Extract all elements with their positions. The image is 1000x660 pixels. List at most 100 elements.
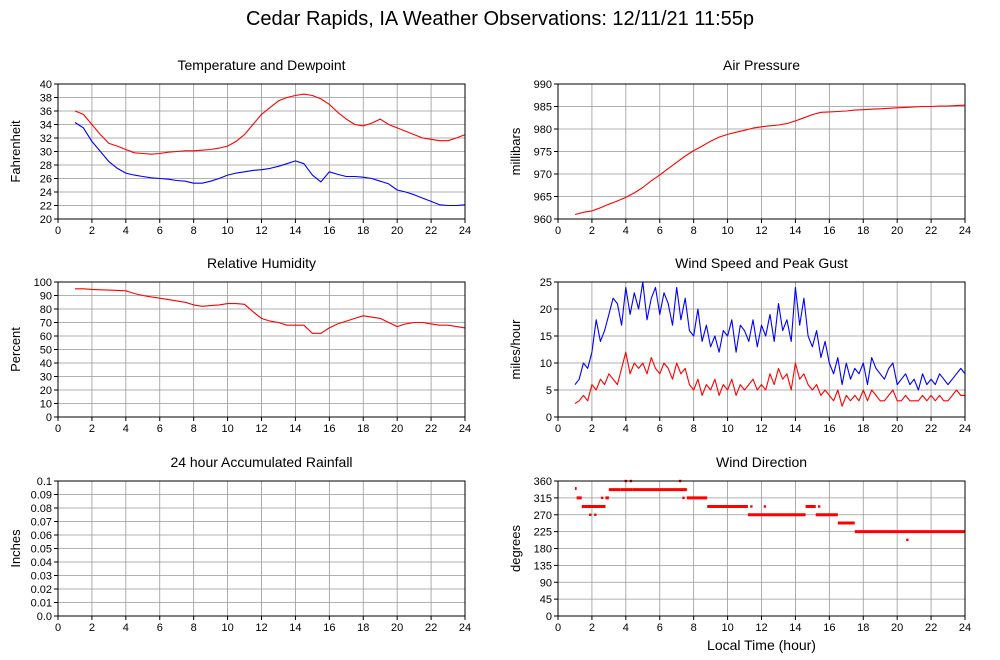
- x-tick-label: 4: [123, 622, 129, 634]
- x-tick-label: 16: [323, 423, 335, 435]
- chart-title: 24 hour Accumulated Rainfall: [170, 454, 352, 470]
- x-tick-label: 20: [391, 622, 403, 634]
- series-line-0: [74, 93, 466, 155]
- x-tick-label: 18: [857, 225, 869, 237]
- y-axis-label: millibars: [508, 127, 523, 175]
- series-line-0: [75, 288, 466, 334]
- y-tick-label: 24: [40, 187, 52, 199]
- y-tick-label: 90: [540, 577, 552, 589]
- x-tick-label: 20: [891, 423, 903, 435]
- x-tick-label: 20: [391, 423, 403, 435]
- y-tick-label: 36: [40, 106, 52, 118]
- direction-point: [682, 496, 685, 500]
- x-tick-label-origin: 0: [55, 622, 61, 634]
- y-axis-label: degrees: [508, 525, 523, 572]
- chart-title: Relative Humidity: [207, 255, 316, 271]
- y-tick-label: 0.06: [31, 530, 52, 542]
- x-tick-label: 4: [123, 225, 129, 237]
- y-tick-label: 360: [534, 476, 552, 488]
- x-tick-label: 22: [925, 423, 937, 435]
- y-tick-label: 80: [40, 304, 52, 316]
- chart-title: Air Pressure: [723, 57, 800, 73]
- x-tick-label: 10: [721, 225, 733, 237]
- y-tick-label: 22: [40, 201, 52, 213]
- x-tick-label: 10: [721, 622, 733, 634]
- y-tick-label: 20: [40, 214, 52, 226]
- x-axis-label: Local Time (hour): [707, 637, 816, 653]
- x-tick-label: 18: [357, 622, 369, 634]
- y-tick-label: 40: [40, 358, 52, 370]
- x-tick-label: 20: [891, 225, 903, 237]
- x-tick-label: 24: [459, 225, 471, 237]
- direction-point: [763, 505, 767, 508]
- x-tick-label: 6: [157, 622, 163, 634]
- y-tick-label: 0: [46, 412, 52, 424]
- x-tick-label: 12: [255, 225, 267, 237]
- x-tick-label: 8: [691, 423, 697, 435]
- x-tick-label: 8: [191, 622, 197, 634]
- direction-point: [906, 538, 909, 542]
- x-tick-label: 12: [755, 423, 767, 435]
- chart-title: Temperature and Dewpoint: [177, 57, 345, 73]
- y-tick-label: 0.09: [31, 490, 52, 502]
- y-tick-label: 45: [540, 594, 552, 606]
- direction-point: [699, 496, 702, 500]
- series-line-1: [74, 122, 466, 207]
- x-tick-label: 24: [959, 622, 971, 634]
- direction-point: [600, 496, 604, 500]
- y-tick-label: 0: [546, 611, 552, 623]
- y-tick-label: 225: [534, 527, 552, 539]
- x-tick-label: 20: [391, 225, 403, 237]
- y-tick-label: 70: [40, 318, 52, 330]
- y-tick-label: 0.0: [37, 611, 52, 623]
- y-tick-label: 40: [40, 79, 52, 91]
- chart-accumulated-rainfall: 0.00.01 0.020.03 0.040.05 0.060.07 0.080.09 0…: [8, 454, 471, 634]
- x-tick-label: 2: [589, 225, 595, 237]
- y-tick-label: 0.01: [31, 598, 52, 610]
- x-tick-label: 22: [925, 622, 937, 634]
- y-tick-label: 10: [40, 399, 52, 411]
- y-tick-label: 34: [40, 120, 52, 132]
- y-tick-label: 0.04: [31, 557, 52, 569]
- direction-point: [644, 488, 648, 491]
- x-tick-label: 4: [623, 225, 629, 237]
- y-tick-label: 965: [534, 192, 552, 204]
- y-axis-label: Inches: [8, 529, 23, 568]
- x-tick-label: 8: [191, 225, 197, 237]
- y-tick-label: 20: [40, 385, 52, 397]
- y-tick-label: 270: [534, 510, 552, 522]
- x-tick-label: 24: [459, 622, 471, 634]
- x-tick-label: 4: [623, 622, 629, 634]
- y-tick-label: 980: [534, 124, 552, 136]
- y-tick-label: 0.1: [37, 476, 52, 488]
- x-tick-label-origin: 0: [555, 423, 561, 435]
- x-tick-label-origin: 0: [555, 622, 561, 634]
- x-tick-label: 2: [89, 225, 95, 237]
- x-tick-label: 18: [857, 423, 869, 435]
- chart-title: Wind Speed and Peak Gust: [675, 255, 848, 271]
- x-tick-label: 14: [789, 225, 801, 237]
- x-tick-label: 6: [157, 225, 163, 237]
- x-tick-label: 6: [157, 423, 163, 435]
- y-tick-label: 30: [40, 147, 52, 159]
- x-tick-label: 12: [255, 423, 267, 435]
- x-tick-label: 14: [289, 423, 301, 435]
- y-tick-label: 0: [546, 412, 552, 424]
- x-tick-label: 16: [823, 225, 835, 237]
- x-tick-label: 10: [221, 622, 233, 634]
- x-tick-label: 20: [891, 622, 903, 634]
- direction-point: [594, 513, 597, 516]
- x-tick-label: 12: [755, 622, 767, 634]
- direction-point: [589, 513, 592, 516]
- y-tick-label: 180: [534, 544, 552, 556]
- x-tick-label: 16: [823, 622, 835, 634]
- x-tick-label: 22: [925, 225, 937, 237]
- x-tick-label: 4: [623, 423, 629, 435]
- x-tick-label-origin: 0: [55, 423, 61, 435]
- y-tick-label: 975: [534, 147, 552, 159]
- series-line-0: [574, 281, 966, 391]
